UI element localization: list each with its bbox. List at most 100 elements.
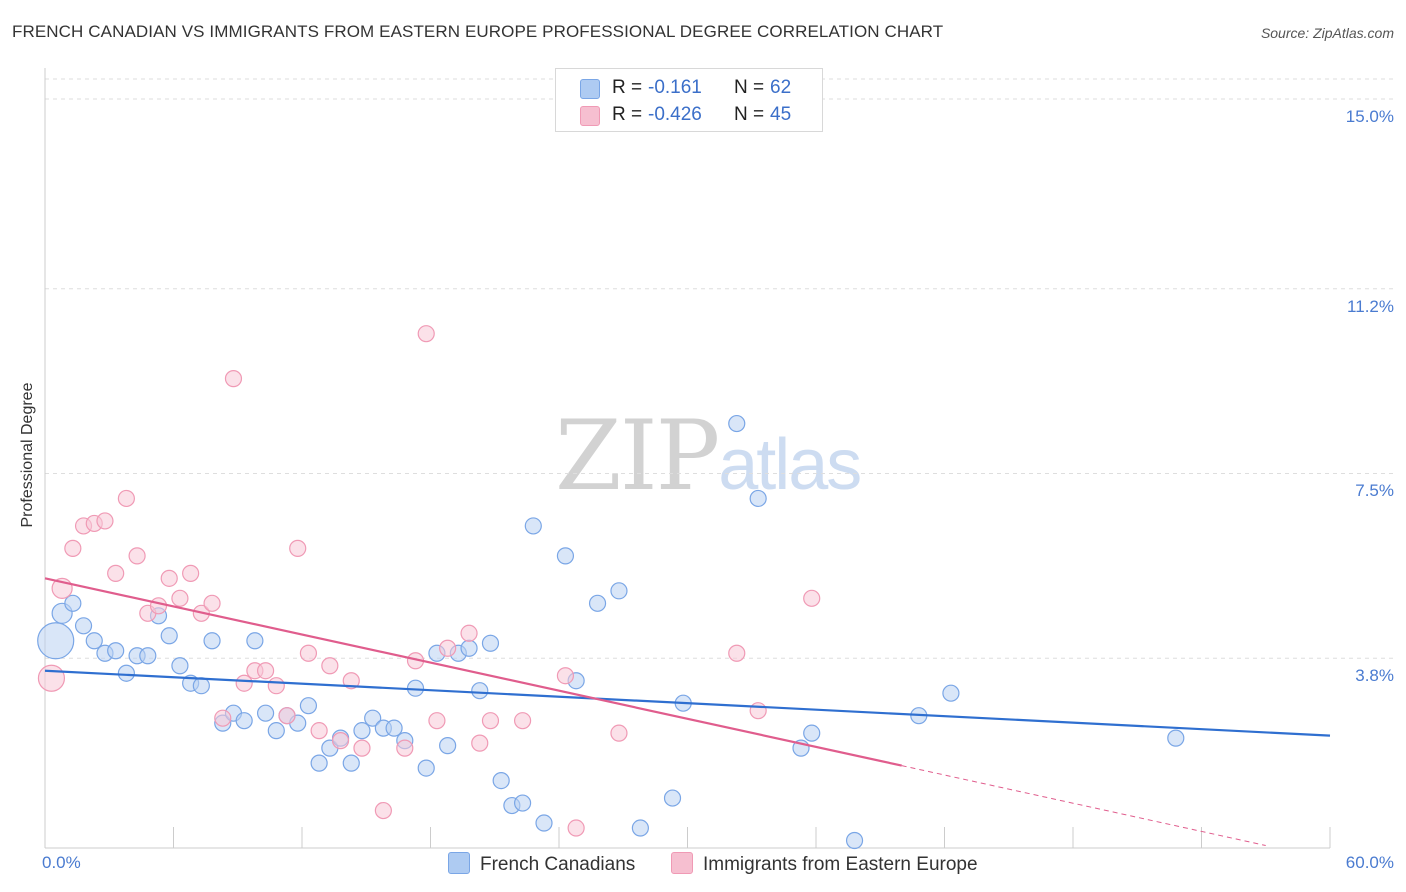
legend-r-value: -0.161 xyxy=(648,77,702,98)
legend-swatch-blue xyxy=(580,79,600,99)
point-french-canadians xyxy=(74,617,93,635)
y-tick-label: 7.5% xyxy=(1355,481,1394,501)
bottom-legend-swatch-pink xyxy=(671,852,693,874)
point-eastern-europe xyxy=(182,564,200,582)
point-eastern-europe xyxy=(267,677,285,695)
point-french-canadians xyxy=(588,594,607,612)
legend-r-label: R = xyxy=(612,104,643,125)
point-eastern-europe xyxy=(117,489,135,508)
point-eastern-europe xyxy=(439,639,457,657)
point-french-canadians xyxy=(192,677,210,695)
point-eastern-europe xyxy=(289,539,307,557)
point-french-canadians xyxy=(631,819,649,837)
point-french-canadians xyxy=(385,719,403,737)
point-eastern-europe xyxy=(37,664,66,692)
y-tick-label: 15.0% xyxy=(1345,106,1394,126)
watermark-atlas: atlas xyxy=(718,425,862,505)
point-eastern-europe xyxy=(417,325,435,343)
point-eastern-europe xyxy=(513,712,532,730)
point-french-canadians xyxy=(267,722,285,740)
point-french-canadians xyxy=(492,771,510,790)
point-eastern-europe xyxy=(64,539,82,557)
point-french-canadians xyxy=(364,709,382,727)
point-eastern-europe xyxy=(128,547,146,565)
point-eastern-europe xyxy=(256,662,275,680)
point-french-canadians xyxy=(749,489,767,508)
bottom-legend-eastern-europe: Immigrants from Eastern Europe xyxy=(671,852,978,876)
point-eastern-europe xyxy=(160,569,178,587)
point-eastern-europe xyxy=(321,657,339,675)
point-eastern-europe xyxy=(310,722,328,740)
point-french-canadians xyxy=(235,712,253,730)
point-french-canadians xyxy=(535,814,553,832)
point-eastern-europe xyxy=(235,674,253,692)
x-tick-label-max: 60.0% xyxy=(1345,853,1394,872)
point-french-canadians xyxy=(353,722,371,740)
bottom-legend-label: Immigrants from Eastern Europe xyxy=(703,854,978,875)
point-french-canadians xyxy=(171,657,189,675)
point-french-canadians xyxy=(37,622,75,660)
point-french-canadians xyxy=(845,831,864,850)
point-french-canadians xyxy=(610,582,628,600)
point-eastern-europe xyxy=(556,667,575,685)
point-french-canadians xyxy=(513,794,532,812)
point-eastern-europe xyxy=(749,702,767,720)
point-eastern-europe xyxy=(610,724,628,742)
point-eastern-europe xyxy=(428,712,446,730)
bottom-legend-label: French Canadians xyxy=(480,854,636,875)
legend-r-value: -0.426 xyxy=(648,104,702,125)
legend-n-value: 45 xyxy=(770,104,792,125)
point-french-canadians xyxy=(439,737,457,755)
legend-n-label: N = xyxy=(734,77,765,98)
point-french-canadians xyxy=(342,754,360,772)
point-french-canadians xyxy=(107,642,125,660)
point-french-canadians xyxy=(1167,729,1185,747)
y-tick-label: 11.2% xyxy=(1347,296,1394,316)
point-french-canadians xyxy=(117,664,135,682)
point-french-canadians xyxy=(85,632,103,650)
bottom-legend-french-canadians: French Canadians xyxy=(448,852,635,876)
point-french-canadians xyxy=(728,414,746,433)
point-french-canadians xyxy=(299,697,318,715)
x-tick-label-min: 0.0% xyxy=(42,853,81,872)
point-eastern-europe xyxy=(214,709,232,727)
legend-n-label: N = xyxy=(734,104,765,125)
point-eastern-europe xyxy=(460,624,478,642)
watermark: ZIPatlas xyxy=(555,400,862,512)
point-french-canadians xyxy=(203,632,221,650)
point-french-canadians xyxy=(663,789,682,807)
watermark-zip: ZIP xyxy=(555,400,720,512)
source-label: Source: ZipAtlas.com xyxy=(1260,25,1394,41)
point-eastern-europe xyxy=(728,644,746,662)
legend-n-value: 62 xyxy=(770,77,792,98)
point-french-canadians xyxy=(256,704,275,722)
legend-swatch-pink xyxy=(580,106,600,126)
point-french-canadians xyxy=(524,517,542,535)
point-french-canadians xyxy=(417,759,435,777)
point-french-canadians xyxy=(942,684,960,702)
point-french-canadians xyxy=(246,632,264,650)
point-eastern-europe xyxy=(96,512,114,530)
chart-title: FRENCH CANADIAN VS IMMIGRANTS FROM EASTE… xyxy=(12,22,944,41)
point-eastern-europe xyxy=(299,644,318,662)
point-french-canadians xyxy=(803,724,821,742)
point-eastern-europe xyxy=(481,712,500,730)
point-french-canadians xyxy=(460,639,478,657)
point-eastern-europe xyxy=(278,707,296,725)
point-eastern-europe xyxy=(203,594,221,612)
point-french-canadians xyxy=(556,547,575,565)
point-eastern-europe xyxy=(374,801,392,820)
point-eastern-europe xyxy=(803,589,821,607)
point-eastern-europe xyxy=(396,739,414,757)
point-eastern-europe xyxy=(171,589,189,607)
correlation-legend: R = -0.161 N = 62 R = -0.426 N = 45 xyxy=(555,68,823,132)
point-eastern-europe xyxy=(149,597,168,615)
trendline-eastern-europe xyxy=(44,577,902,767)
point-eastern-europe xyxy=(224,370,243,388)
point-french-canadians xyxy=(139,647,157,665)
point-french-canadians xyxy=(160,627,178,645)
y-tick-label: 3.8% xyxy=(1355,666,1394,686)
point-eastern-europe xyxy=(107,564,125,582)
point-eastern-europe xyxy=(471,734,489,752)
